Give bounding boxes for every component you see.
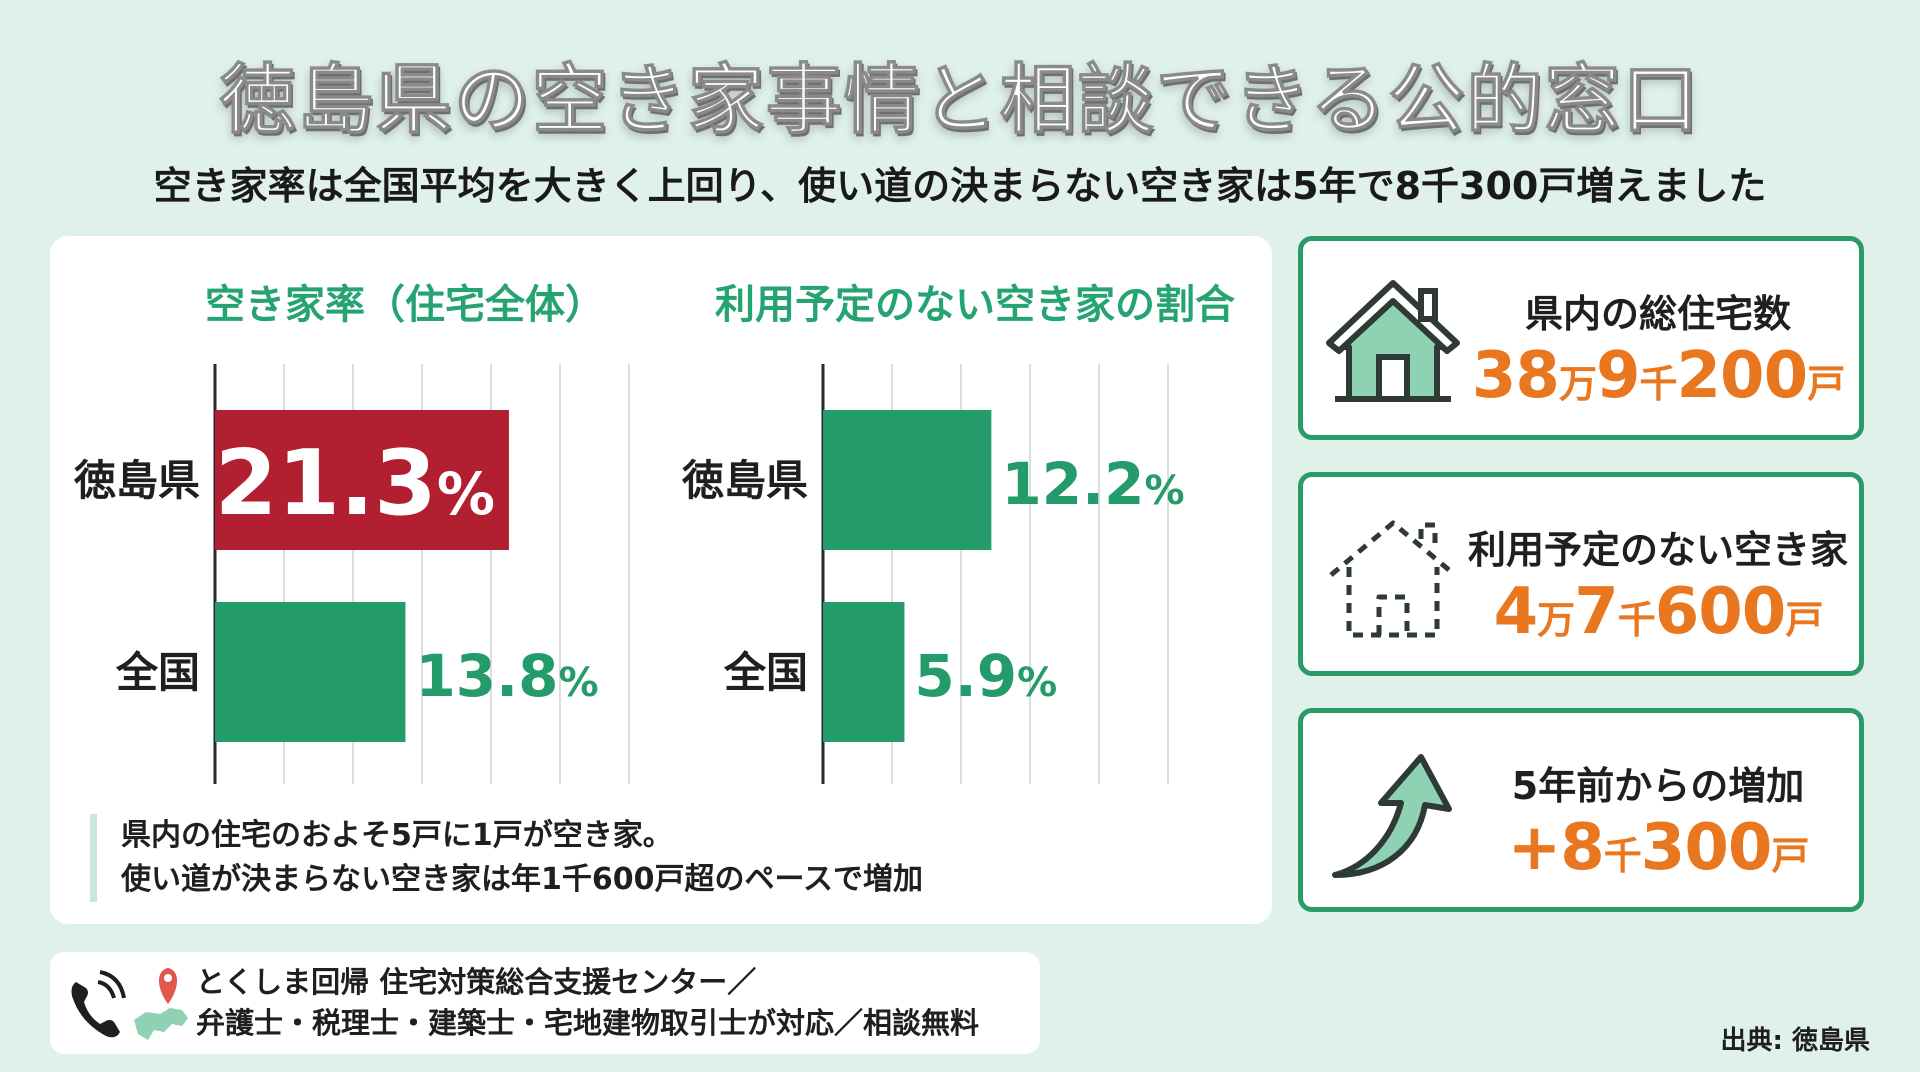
chart-note: 県内の住宅のおよそ5戸に1戸が空き家。 使い道が決まらない空き家は年1千600戸… xyxy=(90,814,1021,902)
house-icon xyxy=(1326,280,1460,402)
page-title: 徳島県の空き家事情と相談できる公的窓口 xyxy=(219,55,1701,145)
tokushima-map-icon xyxy=(134,1008,188,1040)
stat-card-total-houses: 県内の総住宅数 38万9千200戸 xyxy=(1298,236,1864,440)
stat-value: 38万9千200戸 xyxy=(1471,339,1845,413)
bar xyxy=(215,410,509,550)
contact-line-1: とくしま回帰 住宅対策総合支援センター／ xyxy=(196,965,757,999)
category-label: 徳島県 xyxy=(73,456,200,505)
note-line-1: 県内の住宅のおよそ5戸に1戸が空き家。 xyxy=(121,818,673,853)
stat-value: +8千300戸 xyxy=(1507,811,1810,885)
chart-card: 空き家率（住宅全体） 徳島県 21.3% 全国 13.8% 利用予定のない空き家の割合徳島… xyxy=(50,236,1272,924)
chart-title: 空き家率（住宅全体） xyxy=(205,282,605,328)
data-label: 21.3% xyxy=(215,431,495,536)
stat-card-increase: 5年前からの増加 +8千300戸 xyxy=(1298,708,1864,912)
category-label: 徳島県 xyxy=(681,456,808,505)
contact-line-2: 弁護士・税理士・建築士・宅地建物取引士が対応／相談無料 xyxy=(196,1006,980,1040)
vacant-house-icon xyxy=(1329,520,1457,638)
stat-label: 県内の総住宅数 xyxy=(1524,292,1791,336)
up-arrow-icon xyxy=(1332,754,1452,878)
bar xyxy=(823,602,905,742)
phone-icon xyxy=(71,970,126,1038)
data-label: 13.8% xyxy=(415,642,598,710)
stat-value: 4万7千600戸 xyxy=(1493,575,1824,649)
map-pin-icon xyxy=(159,968,177,1004)
bar xyxy=(823,410,992,550)
stat-label: 5年前からの増加 xyxy=(1511,764,1805,808)
bar xyxy=(215,602,406,742)
stat-card-vacant-houses: 利用予定のない空き家 4万7千600戸 xyxy=(1298,472,1864,676)
data-label: 5.9% xyxy=(914,642,1057,710)
bar-charts: 空き家率（住宅全体） 徳島県 21.3% 全国 13.8% 利用予定のない空き家の割合徳島… xyxy=(73,282,1235,784)
data-label: 12.2% xyxy=(1001,450,1184,518)
contact-icons xyxy=(71,968,188,1040)
contact-text: とくしま回帰 住宅対策総合支援センター／ 弁護士・税理士・建築士・宅地建物取引士… xyxy=(196,962,979,1044)
source-note: 出典: 徳島県 xyxy=(1720,1026,1870,1056)
contact-box: とくしま回帰 住宅対策総合支援センター／ 弁護士・税理士・建築士・宅地建物取引士… xyxy=(50,952,1040,1054)
stat-label: 利用予定のない空き家 xyxy=(1467,528,1848,572)
note-line-2: 使い道が決まらない空き家は年1千600戸超のペースで増加 xyxy=(121,862,923,897)
category-label: 全国 xyxy=(115,648,200,697)
page-subtitle: 空き家率は全国平均を大きく上回り、使い道の決まらない空き家は5年で8千300戸増… xyxy=(153,164,1767,208)
category-label: 全国 xyxy=(723,648,808,697)
chart-title: 利用予定のない空き家の割合 xyxy=(715,282,1235,328)
